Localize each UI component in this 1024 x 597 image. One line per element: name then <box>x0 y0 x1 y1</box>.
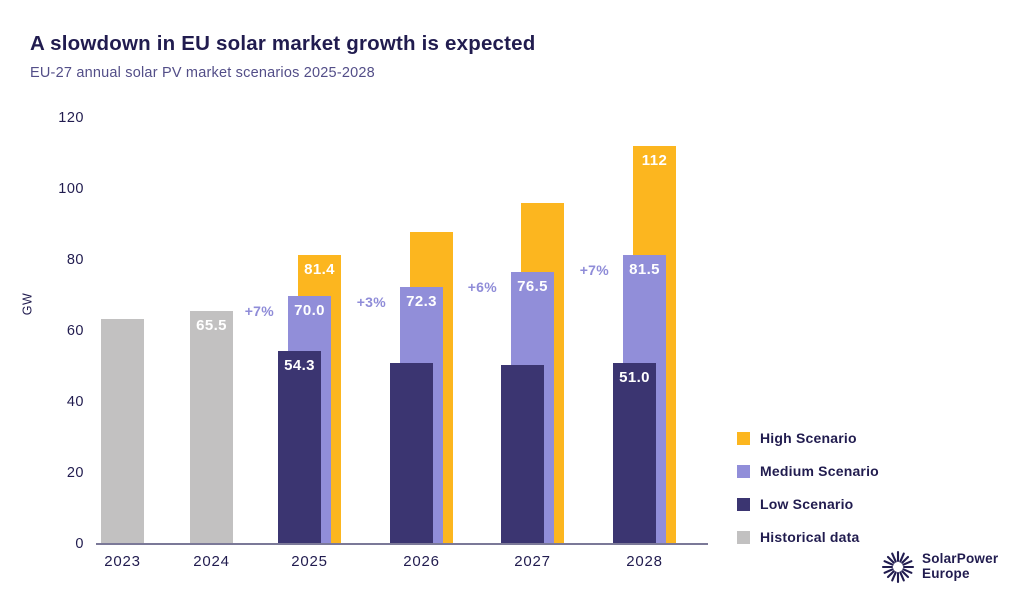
x-axis-label: 2027 <box>514 553 551 570</box>
chart-subtitle: EU-27 annual solar PV market scenarios 2… <box>30 65 375 81</box>
bar-2026-low-scenario <box>390 362 433 543</box>
logo-line2: Europe <box>922 566 970 581</box>
legend-label: Historical data <box>760 529 860 545</box>
growth-annotation: +7% <box>579 261 609 278</box>
bar-2027-low-scenario <box>501 364 544 543</box>
y-axis-tick: 40 <box>66 394 84 410</box>
solarpower-europe-logo: SolarPower Europe <box>880 549 998 585</box>
logo-line1: SolarPower <box>922 551 999 567</box>
legend-item-medium-scenario: Medium Scenario <box>737 463 879 479</box>
x-axis-label: 2026 <box>403 553 440 570</box>
legend-label: Medium Scenario <box>760 463 879 479</box>
bar-value-label: 72.3 <box>406 293 437 311</box>
legend-label: Low Scenario <box>760 496 854 512</box>
x-axis-label: 2025 <box>291 553 328 570</box>
high-scenario-swatch-icon <box>737 431 750 445</box>
bar-value-label: 70.0 <box>294 301 325 319</box>
bar-2025-low-scenario: 54.3 <box>278 351 321 543</box>
y-axis-tick: 120 <box>58 110 84 126</box>
bar-value-label: 51.0 <box>619 368 650 386</box>
bar-value-label: 81.5 <box>629 260 660 278</box>
legend-label: High Scenario <box>760 430 857 446</box>
y-axis-unit-label: GW <box>20 292 35 316</box>
legend-item-low-scenario: Low Scenario <box>737 496 879 512</box>
bar-value-label: 65.5 <box>196 317 227 335</box>
chart-legend: High Scenario Medium Scenario Low Scenar… <box>737 430 879 563</box>
legend-item-high-scenario: High Scenario <box>737 430 879 446</box>
x-axis-label: 2028 <box>626 553 663 570</box>
y-axis-tick: 0 <box>75 536 84 552</box>
historical-data-swatch-icon <box>737 530 750 544</box>
x-axis-label: 2023 <box>104 553 141 570</box>
chart-title: A slowdown in EU solar market growth is … <box>30 32 536 55</box>
y-axis-tick: 80 <box>66 252 84 268</box>
growth-annotation: +6% <box>467 279 497 296</box>
sunburst-icon <box>881 550 915 584</box>
bar-2024-historical-data: 65.5 <box>190 311 233 543</box>
low-scenario-swatch-icon <box>737 497 750 511</box>
y-axis-tick: 20 <box>66 465 84 481</box>
bar-value-label: 112 <box>641 152 668 170</box>
growth-annotation: +3% <box>356 294 386 311</box>
x-axis-line <box>96 543 708 545</box>
medium-scenario-swatch-icon <box>737 464 750 478</box>
growth-annotation: +7% <box>244 302 274 319</box>
bar-value-label: 76.5 <box>517 278 548 296</box>
bar-2028-low-scenario: 51.0 <box>613 362 656 543</box>
bar-value-label: 81.4 <box>304 261 335 279</box>
bar-2023-historical-data <box>101 318 144 543</box>
bar-value-label: 54.3 <box>284 357 315 375</box>
legend-item-historical-data: Historical data <box>737 529 879 545</box>
y-axis-tick: 100 <box>58 181 84 197</box>
y-axis-tick: 60 <box>66 323 84 339</box>
x-axis-label: 2024 <box>193 553 230 570</box>
logo-text: SolarPower Europe <box>922 552 998 581</box>
